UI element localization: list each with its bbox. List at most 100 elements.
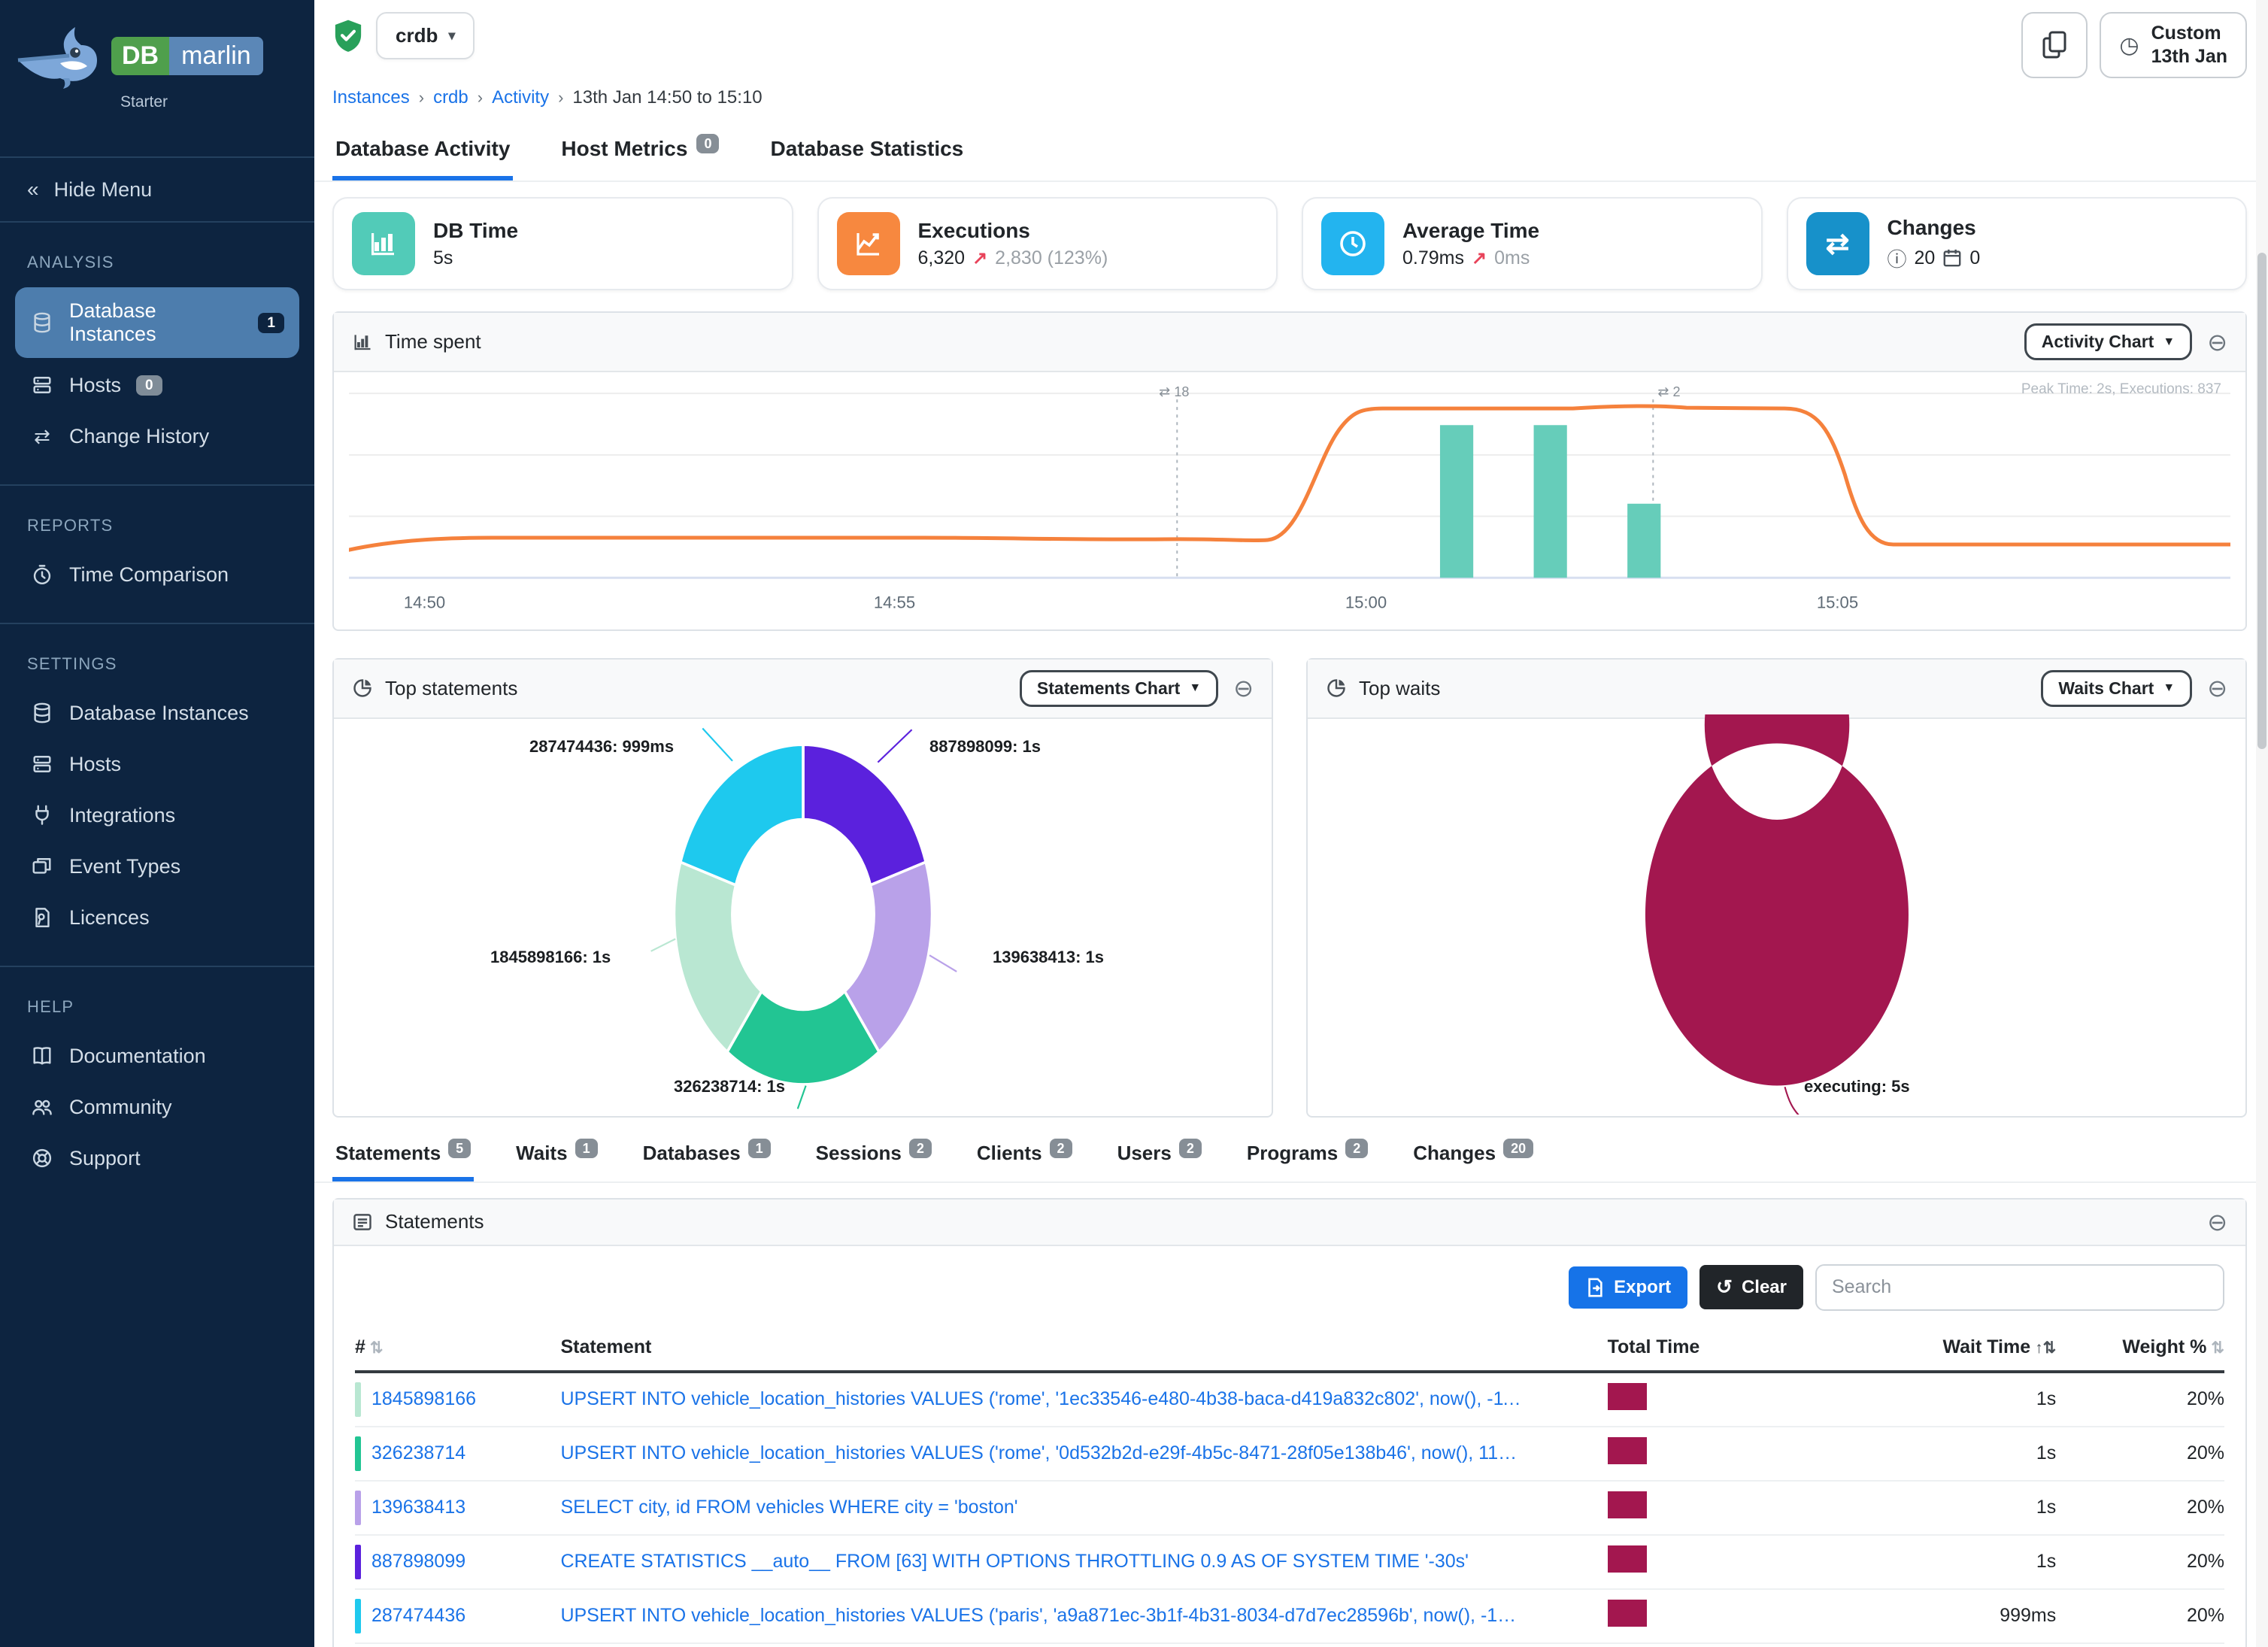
- sidebar-item-licences[interactable]: Licences: [15, 893, 299, 942]
- statements-chart-dropdown[interactable]: Statements Chart ▼: [1019, 669, 1219, 707]
- export-icon: [1588, 1278, 1602, 1297]
- tab-users[interactable]: Users 2: [1114, 1133, 1205, 1181]
- instance-selector[interactable]: crdb ▾: [376, 12, 475, 59]
- statement-sql-link[interactable]: UPSERT INTO vehicle_location_histories V…: [560, 1605, 1524, 1627]
- donut-slice[interactable]: [801, 742, 927, 887]
- sidebar-item-documentation[interactable]: Documentation: [15, 1032, 299, 1080]
- statement-id-link[interactable]: 287474436: [371, 1605, 466, 1627]
- scrollbar-thumb[interactable]: [2257, 253, 2266, 749]
- column-header-wait-time[interactable]: Wait Time ↑⇅: [1887, 1322, 2057, 1373]
- chevron-down-icon: ▼: [1189, 681, 1202, 695]
- sidebar-item-database-instances[interactable]: Database Instances 1: [15, 287, 299, 358]
- licence-document-icon: [30, 905, 54, 930]
- export-button[interactable]: Export: [1569, 1266, 1688, 1309]
- tab-waits[interactable]: Waits 1: [513, 1133, 600, 1181]
- clear-button[interactable]: ↺ Clear: [1699, 1265, 1803, 1310]
- waits-chart-dropdown[interactable]: Waits Chart ▼: [2041, 669, 2193, 707]
- sidebar: DB marlin Starter « Hide Menu ANALYSIS D…: [0, 0, 314, 1647]
- time-range-mode: Custom: [2151, 22, 2221, 44]
- breadcrumb-separator: ›: [558, 88, 564, 107]
- statement-sql-link[interactable]: CREATE STATISTICS __auto__ FROM [63] WIT…: [560, 1551, 1469, 1573]
- tab-clients[interactable]: Clients 2: [974, 1133, 1075, 1181]
- logo-block[interactable]: DB marlin Starter: [0, 0, 314, 156]
- breadcrumb: Instances › crdb › Activity › 13th Jan 1…: [332, 87, 2247, 108]
- tab-database-statistics[interactable]: Database Statistics: [770, 137, 964, 160]
- breadcrumb-instances[interactable]: Instances: [332, 87, 410, 108]
- search-input[interactable]: [1815, 1263, 2224, 1311]
- table-row[interactable]: 1845898166 UPSERT INTO vehicle_location_…: [355, 1371, 2224, 1427]
- table-row[interactable]: 139638413 SELECT city, id FROM vehicles …: [355, 1480, 2224, 1536]
- activity-chart-dropdown[interactable]: Activity Chart ▼: [2024, 323, 2193, 360]
- executions-bar[interactable]: [1439, 425, 1474, 578]
- statement-sql-link[interactable]: UPSERT INTO vehicle_location_histories V…: [560, 1442, 1524, 1464]
- donut-slice[interactable]: [725, 988, 881, 1086]
- table-row[interactable]: 287474436 UPSERT INTO vehicle_location_h…: [355, 1588, 2224, 1644]
- collapse-panel-icon[interactable]: ⊖: [1233, 675, 1254, 702]
- statement-id-link[interactable]: 1845898166: [371, 1388, 477, 1410]
- statement-id-link[interactable]: 326238714: [371, 1442, 466, 1464]
- collapse-panel-icon[interactable]: ⊖: [2207, 328, 2227, 356]
- breadcrumb-crdb[interactable]: crdb: [433, 87, 468, 108]
- leader-lines: [650, 727, 957, 1109]
- count-badge: 2: [1345, 1138, 1369, 1158]
- tab-host-metrics[interactable]: Host Metrics 0: [558, 123, 722, 180]
- sidebar-section-settings: SETTINGS Database Instances Hosts Integr…: [0, 623, 314, 951]
- avg-time-delta: 0ms: [1494, 247, 1530, 268]
- chevron-down-icon: ▼: [2163, 681, 2176, 695]
- statement-id-link[interactable]: 139638413: [371, 1497, 466, 1518]
- top-statements-chart[interactable]: 887898099: 1s 139638413: 1s 326238714: 1…: [334, 719, 1272, 1116]
- donut-slice[interactable]: [842, 860, 933, 1054]
- column-header-total-time[interactable]: Total Time: [1607, 1322, 1888, 1373]
- change-marker-label: ⇄ 18: [1159, 384, 1189, 399]
- sidebar-item-change-history[interactable]: ⇄ Change History: [15, 412, 299, 460]
- changes-count: 20: [1914, 247, 1936, 268]
- statement-sql-link[interactable]: SELECT city, id FROM vehicles WHERE city…: [560, 1497, 1018, 1518]
- executions-bar[interactable]: [1627, 503, 1661, 578]
- collapse-panel-icon[interactable]: ⊖: [2207, 1208, 2227, 1236]
- donut-slice[interactable]: [672, 860, 763, 1054]
- time-range-date: 13th Jan: [2151, 46, 2227, 67]
- time-spent-chart[interactable]: Peak Time: 2s, Executions: 837 ⇄ 18 ⇄ 2: [334, 372, 2245, 629]
- executions-bar[interactable]: [1533, 425, 1567, 578]
- donut-slice[interactable]: [1645, 629, 1909, 1086]
- statement-sql-link[interactable]: UPSERT INTO vehicle_location_histories V…: [560, 1388, 1524, 1410]
- db-time-line: [345, 404, 2233, 553]
- column-header-statement[interactable]: Statement: [560, 1322, 1608, 1373]
- sidebar-item-time-comparison[interactable]: Time Comparison: [15, 551, 299, 599]
- scrollbar-track[interactable]: [2256, 0, 2268, 1647]
- sidebar-item-settings-database-instances[interactable]: Database Instances: [15, 689, 299, 737]
- info-icon[interactable]: ⓘ: [1887, 247, 1907, 271]
- breadcrumb-current-range: 13th Jan 14:50 to 15:10: [572, 87, 763, 108]
- stopwatch-icon: [30, 563, 54, 587]
- tab-sessions[interactable]: Sessions 2: [813, 1133, 935, 1181]
- copy-link-button[interactable]: [2021, 12, 2088, 78]
- time-range-button[interactable]: ◷ Custom 13th Jan: [2100, 12, 2247, 78]
- sidebar-item-label: Licences: [69, 905, 150, 929]
- sidebar-item-settings-hosts[interactable]: Hosts: [15, 740, 299, 788]
- sidebar-item-community[interactable]: Community: [15, 1083, 299, 1131]
- column-header-id[interactable]: # ⇅: [355, 1322, 561, 1373]
- statement-id-link[interactable]: 887898099: [371, 1551, 466, 1573]
- tab-statements[interactable]: Statements 5: [332, 1133, 475, 1181]
- calendar-icon: [1943, 249, 1961, 267]
- avg-time-value: 0.79ms: [1402, 247, 1464, 268]
- statement-color-chip: [355, 1544, 361, 1579]
- sidebar-item-event-types[interactable]: Event Types: [15, 842, 299, 890]
- sidebar-item-support[interactable]: Support: [15, 1134, 299, 1182]
- donut-slice[interactable]: [678, 742, 805, 887]
- sidebar-item-hosts[interactable]: Hosts 0: [15, 361, 299, 409]
- hide-menu-button[interactable]: « Hide Menu: [0, 156, 314, 223]
- table-row[interactable]: 326238714 UPSERT INTO vehicle_location_h…: [355, 1426, 2224, 1482]
- tab-databases[interactable]: Databases 1: [640, 1133, 774, 1181]
- x-tick: 15:05: [1817, 593, 1858, 611]
- tab-database-activity[interactable]: Database Activity: [332, 123, 514, 180]
- tab-programs[interactable]: Programs 2: [1244, 1133, 1371, 1181]
- table-row[interactable]: 887898099 CREATE STATISTICS __auto__ FRO…: [355, 1534, 2224, 1590]
- sidebar-item-integrations[interactable]: Integrations: [15, 791, 299, 839]
- column-header-weight[interactable]: Weight % ⇅: [2056, 1322, 2224, 1373]
- top-waits-chart[interactable]: executing: 5s: [1308, 629, 2245, 1118]
- card-db-time: DB Time 5s: [332, 197, 793, 290]
- tab-changes[interactable]: Changes 20: [1410, 1133, 1536, 1181]
- collapse-panel-icon[interactable]: ⊖: [2207, 675, 2227, 702]
- breadcrumb-activity[interactable]: Activity: [492, 87, 550, 108]
